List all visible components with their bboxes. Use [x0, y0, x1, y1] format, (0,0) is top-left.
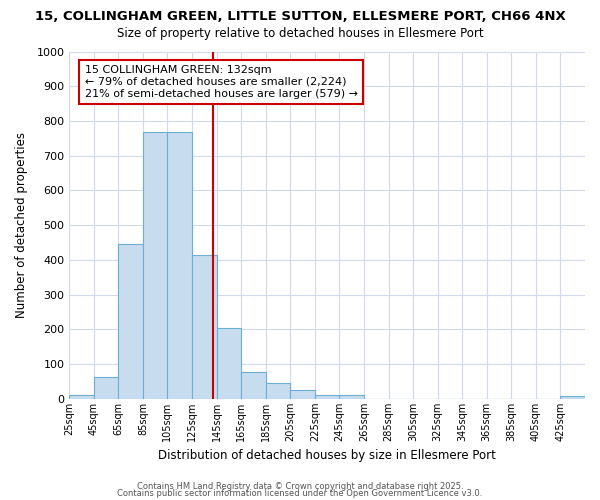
Bar — [266, 384, 290, 399]
Bar — [560, 396, 585, 399]
Text: 15, COLLINGHAM GREEN, LITTLE SUTTON, ELLESMERE PORT, CH66 4NX: 15, COLLINGHAM GREEN, LITTLE SUTTON, ELL… — [35, 10, 565, 23]
Text: Contains public sector information licensed under the Open Government Licence v3: Contains public sector information licen… — [118, 489, 482, 498]
Text: Contains HM Land Registry data © Crown copyright and database right 2025.: Contains HM Land Registry data © Crown c… — [137, 482, 463, 491]
Bar — [315, 396, 340, 399]
Y-axis label: Number of detached properties: Number of detached properties — [15, 132, 28, 318]
Bar — [192, 254, 217, 399]
Text: Size of property relative to detached houses in Ellesmere Port: Size of property relative to detached ho… — [116, 28, 484, 40]
Bar — [118, 244, 143, 399]
X-axis label: Distribution of detached houses by size in Ellesmere Port: Distribution of detached houses by size … — [158, 450, 496, 462]
Bar — [217, 328, 241, 399]
Bar — [69, 396, 94, 399]
Bar — [340, 396, 364, 399]
Bar — [143, 132, 167, 399]
Bar — [167, 132, 192, 399]
Bar — [241, 372, 266, 399]
Text: 15 COLLINGHAM GREEN: 132sqm
← 79% of detached houses are smaller (2,224)
21% of : 15 COLLINGHAM GREEN: 132sqm ← 79% of det… — [85, 66, 358, 98]
Bar — [94, 378, 118, 399]
Bar — [290, 390, 315, 399]
